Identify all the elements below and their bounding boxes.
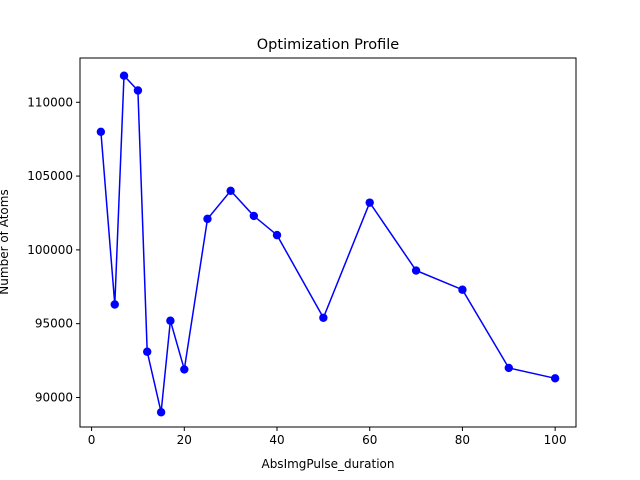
y-tick-label: 110000	[27, 95, 73, 109]
chart-title: Optimization Profile	[257, 37, 400, 53]
data-point	[226, 186, 235, 196]
data-point	[96, 127, 106, 136]
y-tick-label: 90000	[35, 390, 73, 404]
x-tick-label: 100	[544, 433, 567, 447]
x-tick-label: 40	[269, 433, 284, 447]
data-point	[156, 408, 166, 417]
y-tick-label: 95000	[35, 317, 73, 331]
y-tick-label: 105000	[27, 169, 73, 183]
x-tick-label: 60	[362, 433, 377, 447]
data-point	[166, 316, 175, 325]
x-axis-label: AbsImgPulse_duration	[261, 457, 394, 471]
data-point	[411, 266, 421, 275]
data-point	[365, 198, 374, 207]
data-point	[249, 211, 259, 221]
x-tick-label: 0	[88, 433, 96, 447]
data-point	[133, 86, 143, 95]
data-point	[110, 300, 119, 309]
data-point	[203, 214, 212, 224]
x-axis: 0 20 40 60 80 100	[88, 427, 567, 447]
y-axis: 90000 95000 100000 105000 110000	[27, 95, 80, 404]
data-point	[180, 365, 189, 374]
data-point	[319, 313, 328, 322]
plot-area	[96, 71, 560, 417]
data-point	[550, 374, 560, 383]
data-point	[143, 347, 152, 356]
data-point	[504, 363, 513, 373]
axes-frame	[79, 57, 577, 428]
data-point	[119, 71, 129, 80]
x-tick-label: 80	[455, 433, 470, 447]
y-tick-label: 100000	[27, 243, 73, 257]
y-axis-label: Number of Atoms	[0, 189, 11, 294]
data-point	[272, 230, 282, 240]
x-tick-label: 20	[177, 433, 192, 447]
data-point	[458, 285, 467, 294]
